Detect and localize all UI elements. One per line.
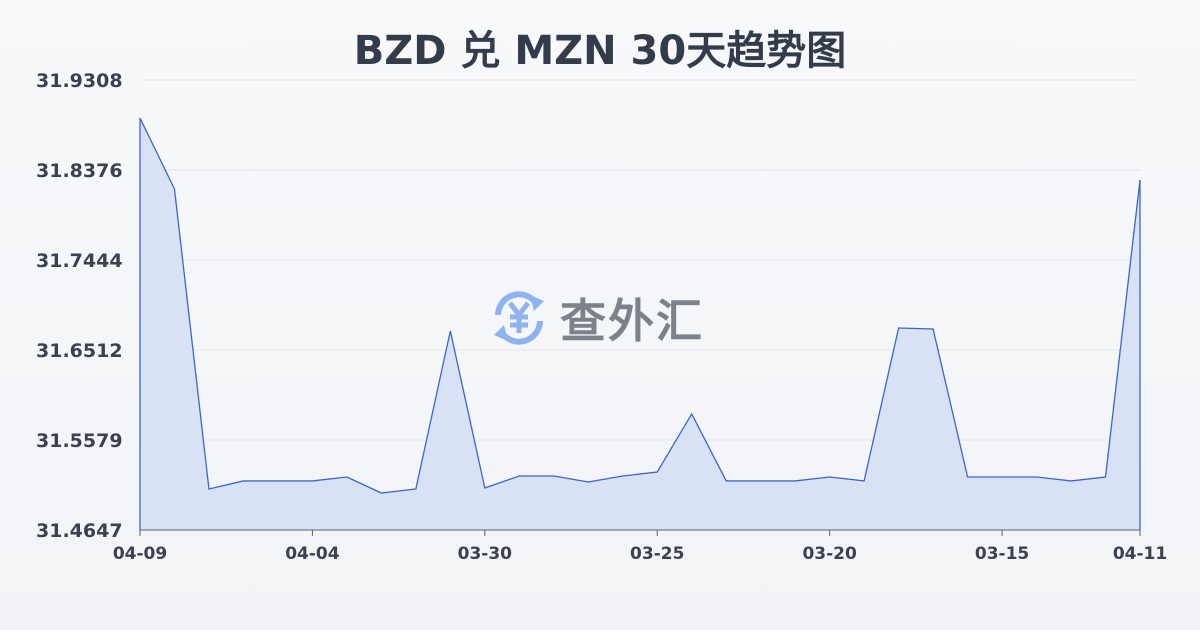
yen-exchange-icon — [494, 291, 544, 345]
series-line — [139, 117, 1141, 494]
x-tick-label: 03-25 — [630, 544, 684, 564]
y-tick-label: 31.4647 — [36, 520, 123, 542]
watermark-text: 查外汇 — [560, 294, 704, 348]
x-tick-label: 03-20 — [802, 544, 857, 564]
y-tick-label: 31.7444 — [36, 250, 123, 272]
x-tick-label: 04-04 — [285, 544, 340, 564]
chart-title: BZD 兑 MZN 30天趋势图 — [353, 28, 847, 74]
y-tick-label: 31.9308 — [36, 70, 123, 92]
y-tick-label: 31.6512 — [36, 340, 123, 362]
x-tick-label: 04-09 — [113, 544, 167, 564]
watermark: 查外汇 — [488, 285, 704, 351]
x-tick-label: 03-30 — [458, 544, 513, 564]
y-tick-label: 31.5579 — [36, 430, 123, 452]
x-tick-label: 04-11 — [1113, 544, 1167, 564]
y-tick-label: 31.8376 — [36, 160, 123, 182]
x-tick-label: 03-15 — [975, 544, 1029, 564]
area-fill — [140, 118, 1140, 530]
